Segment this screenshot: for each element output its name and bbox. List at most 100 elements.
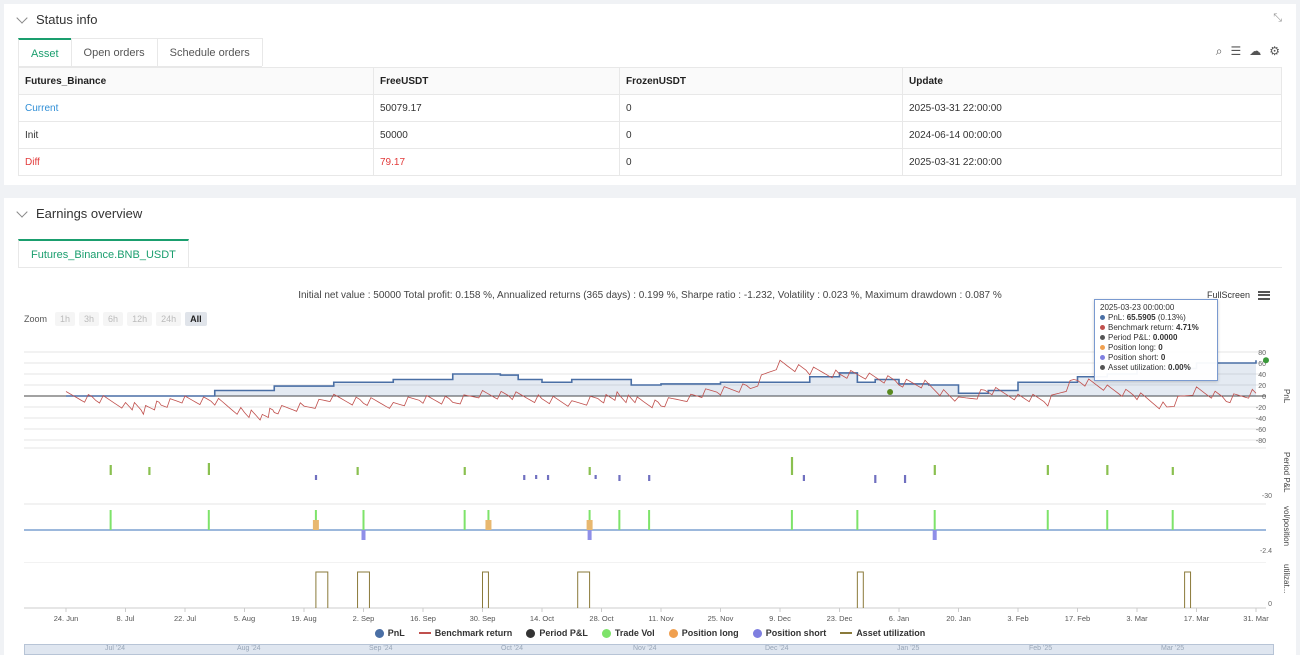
period-pnl-bar [802, 475, 805, 481]
chevron-down-icon [16, 11, 28, 24]
x-tick-label: 3. Mar [1126, 614, 1148, 623]
period-pnl-bar [463, 467, 466, 475]
tab-asset[interactable]: Asset [18, 38, 72, 66]
table-cell: 50079.17 [373, 94, 620, 122]
performance-summary: Initial net value : 50000 Total profit: … [298, 290, 1002, 301]
table-toolbar: ⌕ ☰ ☁ ⚙ [1216, 44, 1280, 59]
column-header: Futures_Binance [18, 67, 374, 95]
legend-item-trade-vol[interactable]: Trade Vol [601, 628, 655, 638]
navigator-label: Jul '24 [105, 645, 126, 652]
tooltip-date: 2025-03-23 00:00:00 [1100, 303, 1175, 312]
y-tick-label: -30 [1262, 493, 1272, 500]
legend-marker [418, 632, 431, 634]
period-pnl-bar [588, 467, 591, 475]
period-pnl-bar [546, 475, 550, 480]
legend-item-asset-utilization[interactable]: Asset utilization [840, 628, 925, 638]
navigator-label: Oct '24 [501, 645, 523, 652]
zoom-12h-button[interactable]: 12h [127, 312, 153, 326]
table-row: Init 50000 0 2024-06-14 00:00:00 [18, 121, 1282, 149]
legend-item-position-short[interactable]: Position short [752, 628, 826, 638]
y-tick-label: -2.4 [1260, 548, 1272, 555]
period-pnl-bar [903, 475, 907, 483]
y-tick-label: 60 [1258, 361, 1266, 368]
trade-vol-bar [1171, 510, 1174, 530]
navigator-label: Mar '25 [1161, 645, 1185, 652]
legend-marker [374, 628, 384, 638]
menu-icon[interactable] [1258, 290, 1270, 300]
table-cell: 2024-06-14 00:00:00 [902, 121, 1282, 149]
search-icon[interactable]: ⌕ [1215, 44, 1223, 58]
legend-item-pnl[interactable]: PnL [374, 628, 405, 638]
utilization-chart[interactable]: 0 utilizat... 24. Jun 8. Jul 22. Jul 5. Aug 19… [4, 562, 1296, 624]
x-tick-label: 2. Sep [353, 614, 375, 623]
series-dot [1100, 335, 1105, 340]
x-tick-label: 8. Jul [117, 614, 135, 623]
trade-vol-bar [463, 510, 466, 530]
last-point-marker [1263, 357, 1269, 364]
tab-futures-binance-bnb-usdt[interactable]: Futures_Binance.BNB_USDT [18, 239, 189, 267]
trade-vol-bar [1046, 510, 1049, 530]
y-tick-label: -80 [1256, 438, 1266, 445]
y-tick-label: 20 [1258, 383, 1266, 390]
tooltip-row-pnl: PnL: 65.5905 (0.13%) [1100, 313, 1212, 323]
utilization-step [482, 571, 489, 608]
zoom-all-button[interactable]: All [185, 312, 207, 326]
y-tick-label: 40 [1258, 372, 1266, 379]
table-cell: 79.17 [373, 148, 620, 176]
list-icon[interactable]: ☰ [1230, 44, 1242, 58]
navigator-label: Jan '25 [897, 645, 920, 652]
legend-marker [526, 628, 536, 638]
tab-schedule-orders[interactable]: Schedule orders [156, 38, 263, 66]
earnings-chart[interactable]: 80 60 40 20 0 -20 -40 -60 -80 PnL -30 Period P&L -2.… [4, 334, 1296, 566]
pnl-axis-title: PnL [1282, 389, 1291, 404]
fullscreen-button[interactable]: FullScreen [1206, 290, 1250, 300]
x-tick-label: 17. Feb [1065, 614, 1090, 623]
period-pnl-bar [874, 475, 877, 483]
status-info-header[interactable]: Status info [16, 11, 97, 27]
chevron-down-icon [16, 205, 28, 218]
position-short-bar [587, 530, 592, 540]
period-pnl-bar [1171, 467, 1174, 475]
table-row: Current 50079.17 0 2025-03-31 22:00:00 [18, 94, 1282, 122]
zoom-6h-button[interactable]: 6h [103, 312, 124, 326]
row-label: Diff [18, 148, 374, 176]
table-cell: 50000 [373, 121, 620, 149]
earnings-tabs: Futures_Binance.BNB_USDT [18, 239, 1282, 268]
util-axis-title: utilizat... [1282, 564, 1291, 593]
vol-axis-title: vol/position [1282, 506, 1291, 546]
legend-item-position-long[interactable]: Position long [668, 628, 739, 638]
chart-legend: PnL Benchmark return Period P&L Trade Vo… [4, 628, 1296, 638]
earnings-overview-header[interactable]: Earnings overview [16, 205, 142, 221]
utilization-step [577, 571, 591, 608]
zoom-3h-button[interactable]: 3h [79, 312, 100, 326]
series-dot [1100, 355, 1105, 360]
x-tick-label: 5. Aug [234, 614, 255, 623]
period-pnl-bar [109, 465, 112, 475]
x-tick-label: 17. Mar [1184, 614, 1210, 623]
legend-marker [668, 628, 678, 638]
series-dot [1100, 345, 1105, 350]
x-tick-label: 30. Sep [470, 614, 496, 623]
x-tick-label: 14. Oct [530, 614, 555, 623]
legend-marker [840, 632, 853, 634]
cloud-icon[interactable]: ☁ [1249, 44, 1262, 58]
expand-icon[interactable]: ⤡ [1273, 12, 1282, 24]
earnings-overview-panel: Earnings overview Futures_Binance.BNB_US… [4, 198, 1296, 655]
legend-item-benchmark-return[interactable]: Benchmark return [418, 628, 512, 638]
time-navigator[interactable]: Jul '24 Aug '24 Sep '24 Oct '24 Nov '24 Dec '… [24, 644, 1274, 655]
zoom-1h-button[interactable]: 1h [55, 312, 76, 326]
x-tick-label: 16. Sep [410, 614, 436, 623]
legend-item-period-pnl[interactable]: Period P&L [526, 628, 588, 638]
zoom-24h-button[interactable]: 24h [156, 312, 182, 326]
period-axis-title: Period P&L [1282, 452, 1291, 493]
chart-tooltip: 2025-03-23 00:00:00 PnL: 65.5905 (0.13%)… [1094, 299, 1218, 381]
position-long-bar [312, 520, 319, 530]
tab-open-orders[interactable]: Open orders [70, 38, 158, 66]
table-cell: 0 [619, 148, 903, 176]
utilization-step [1184, 571, 1192, 608]
zoom-label: Zoom [24, 314, 48, 324]
period-pnl-bar [933, 465, 936, 475]
x-tick-label: 23. Dec [827, 614, 853, 623]
x-tick-label: 11. Nov [648, 614, 674, 623]
gear-icon[interactable]: ⚙ [1269, 44, 1280, 58]
